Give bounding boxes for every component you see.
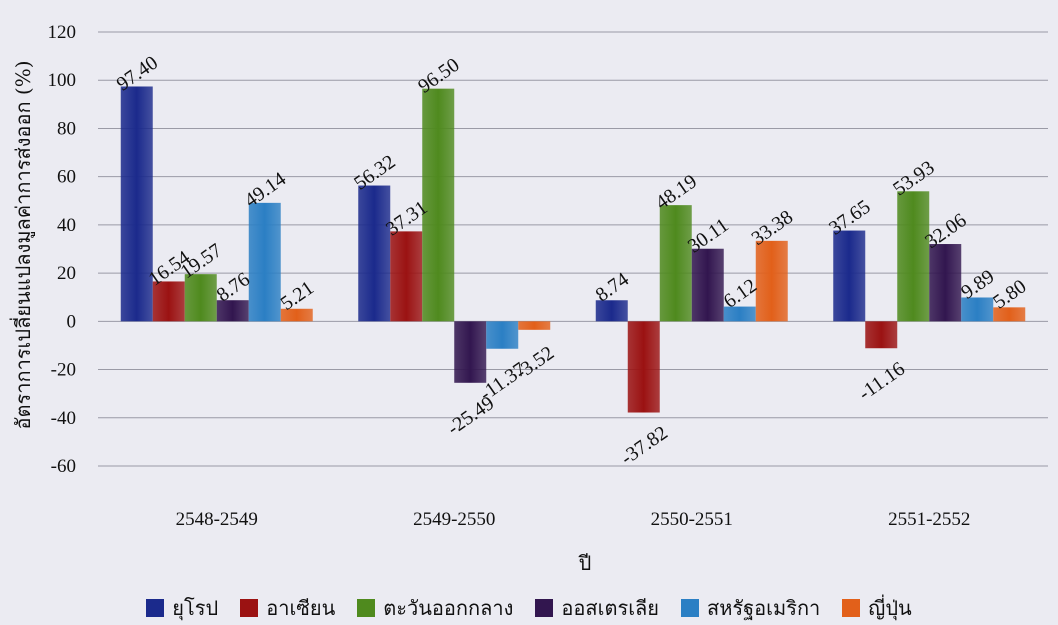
data-label: -11.16 bbox=[855, 358, 909, 405]
legend-label: สหรัฐอเมริกา bbox=[707, 596, 821, 620]
legend-item: อาเซียน bbox=[240, 592, 335, 624]
legend: ยุโรป อาเซียน ตะวันออกกลาง ออสเตรเลีย สหรัฐอ… bbox=[0, 592, 1058, 624]
legend-item: ออสเตรเลีย bbox=[535, 592, 659, 624]
bar bbox=[422, 88, 455, 322]
bar bbox=[120, 86, 153, 322]
bar bbox=[152, 281, 185, 322]
bar bbox=[659, 205, 692, 322]
bar bbox=[627, 321, 660, 413]
bar bbox=[897, 191, 930, 322]
data-label: -37.82 bbox=[617, 422, 672, 470]
y-tick-label: 0 bbox=[67, 311, 77, 332]
legend-swatch bbox=[681, 599, 699, 617]
legend-label: ออสเตรเลีย bbox=[561, 596, 659, 620]
bar bbox=[865, 321, 898, 349]
bar bbox=[280, 308, 313, 322]
legend-swatch bbox=[842, 599, 861, 617]
legend-label: อาเซียน bbox=[266, 596, 336, 620]
bar bbox=[184, 274, 217, 322]
y-tick-label: 80 bbox=[57, 118, 76, 139]
y-axis-title: อัตราการเปลี่ยนแปลงมูลค่าการส่งออก (%) bbox=[9, 60, 36, 429]
y-tick-label: 60 bbox=[57, 167, 76, 188]
y-tick-label: -20 bbox=[51, 360, 76, 381]
x-tick-label: 2550-2551 bbox=[651, 509, 733, 530]
bar bbox=[833, 230, 866, 322]
y-tick-label: 20 bbox=[57, 263, 76, 284]
legend-label: ยุโรป bbox=[172, 596, 219, 620]
bar bbox=[691, 248, 724, 322]
legend-swatch bbox=[535, 599, 554, 617]
bar bbox=[961, 297, 994, 322]
bar bbox=[755, 240, 788, 322]
bar bbox=[358, 185, 391, 322]
bar bbox=[216, 300, 249, 322]
legend-label: ตะวันออกกลาง bbox=[383, 596, 514, 620]
legend-label: ญี่ปุ่น bbox=[868, 596, 912, 620]
legend-swatch bbox=[240, 599, 259, 617]
bar bbox=[486, 321, 519, 349]
y-tick-label: 40 bbox=[57, 215, 76, 236]
bar bbox=[518, 321, 551, 330]
legend-item: สหรัฐอเมริกา bbox=[681, 592, 820, 624]
bar bbox=[248, 202, 281, 322]
bar bbox=[723, 306, 756, 322]
x-tick-label: 2551-2552 bbox=[888, 509, 970, 530]
bar bbox=[595, 300, 628, 322]
x-axis-title: ปี bbox=[578, 551, 591, 575]
legend-swatch bbox=[146, 599, 165, 617]
x-tick-label: 2549-2550 bbox=[413, 509, 495, 530]
bar bbox=[454, 321, 487, 383]
bar bbox=[390, 231, 423, 322]
y-tick-label: 120 bbox=[48, 22, 77, 43]
bar bbox=[929, 244, 962, 322]
y-tick-label: -60 bbox=[51, 456, 76, 477]
legend-item: ญี่ปุ่น bbox=[842, 592, 912, 624]
legend-item: ยุโรป bbox=[146, 592, 218, 624]
data-label: -3.52 bbox=[511, 342, 558, 384]
bar bbox=[993, 307, 1026, 322]
y-tick-label: 100 bbox=[48, 70, 77, 91]
legend-swatch bbox=[357, 599, 376, 617]
legend-item: ตะวันออกกลาง bbox=[357, 592, 513, 624]
y-tick-label: -40 bbox=[51, 408, 76, 429]
x-tick-label: 2548-2549 bbox=[176, 509, 258, 530]
